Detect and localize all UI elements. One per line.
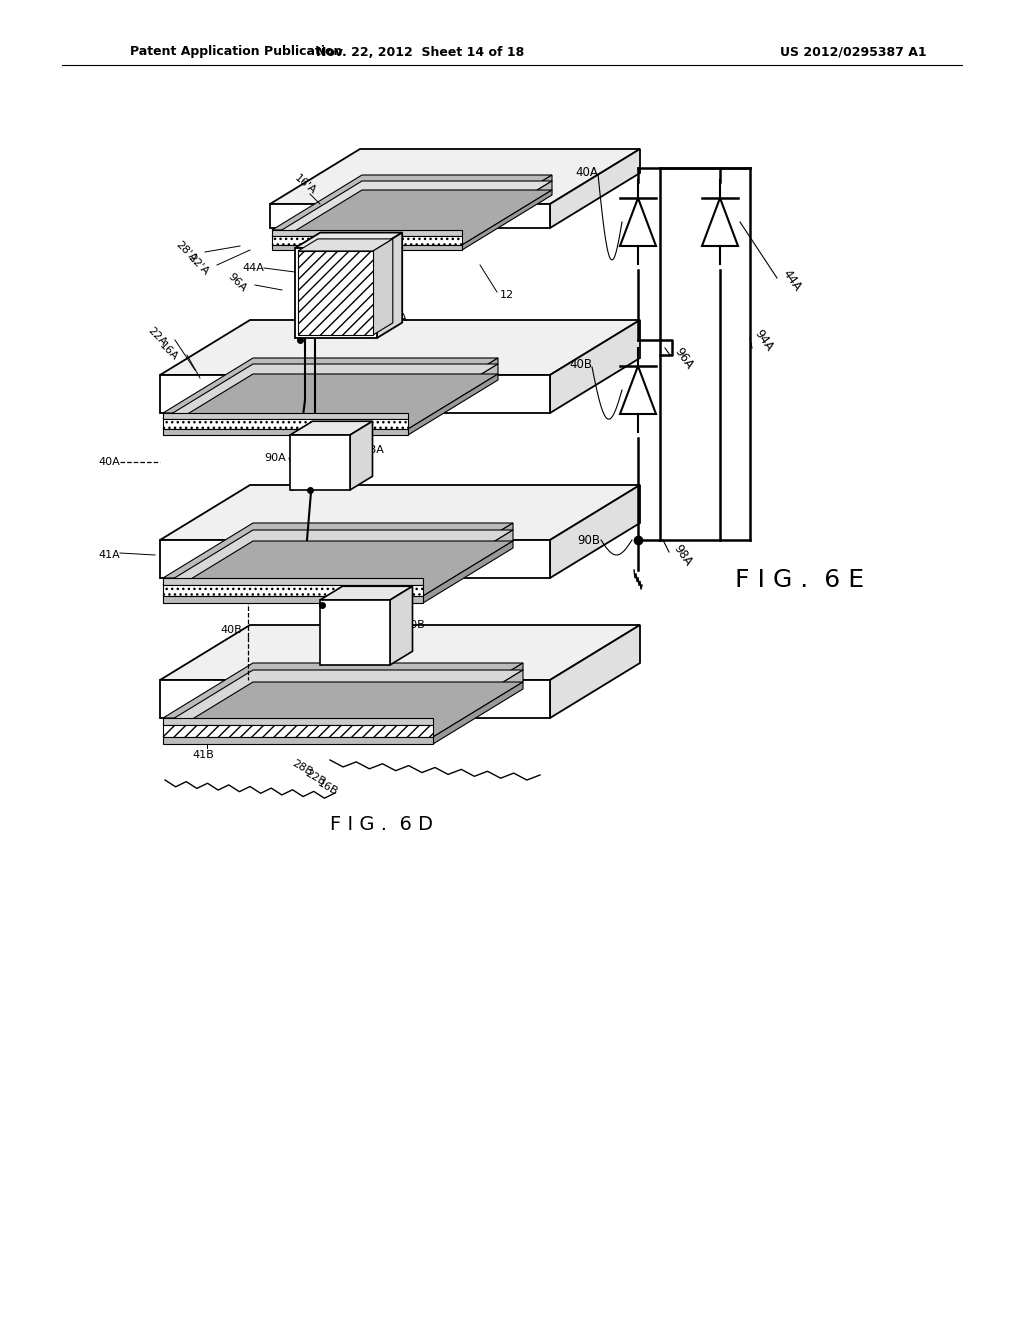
Polygon shape — [163, 578, 423, 585]
Polygon shape — [163, 585, 423, 597]
Text: 16A: 16A — [158, 341, 180, 363]
Polygon shape — [163, 374, 498, 429]
Polygon shape — [163, 413, 408, 418]
Text: 28B: 28B — [290, 758, 314, 777]
Polygon shape — [163, 737, 433, 744]
Polygon shape — [163, 597, 423, 603]
Text: 94A: 94A — [385, 313, 407, 323]
Text: 12: 12 — [500, 290, 514, 300]
Polygon shape — [160, 624, 640, 680]
Polygon shape — [272, 181, 552, 236]
Polygon shape — [295, 232, 402, 248]
Text: Nov. 22, 2012  Sheet 14 of 18: Nov. 22, 2012 Sheet 14 of 18 — [315, 45, 524, 58]
Polygon shape — [390, 586, 413, 665]
Text: 16'A: 16'A — [292, 173, 317, 197]
Text: 40B: 40B — [220, 624, 242, 635]
Polygon shape — [408, 364, 498, 429]
Polygon shape — [462, 181, 552, 246]
Polygon shape — [163, 682, 523, 737]
Text: 90B: 90B — [577, 533, 600, 546]
Polygon shape — [270, 205, 550, 228]
Text: 22'A: 22'A — [185, 252, 210, 277]
Text: 96A: 96A — [672, 345, 696, 371]
Polygon shape — [433, 671, 523, 737]
Polygon shape — [462, 190, 552, 249]
Polygon shape — [163, 523, 513, 578]
Polygon shape — [272, 246, 462, 249]
Text: 90B: 90B — [403, 620, 425, 630]
Polygon shape — [163, 429, 408, 436]
Polygon shape — [295, 248, 377, 338]
Polygon shape — [550, 149, 640, 228]
Polygon shape — [160, 319, 640, 375]
Polygon shape — [272, 236, 462, 246]
Polygon shape — [298, 251, 373, 335]
Polygon shape — [319, 586, 413, 601]
Text: 16B: 16B — [316, 779, 340, 797]
Polygon shape — [163, 663, 523, 718]
Polygon shape — [160, 680, 550, 718]
Polygon shape — [290, 421, 373, 436]
Polygon shape — [408, 374, 498, 436]
Text: 44A: 44A — [780, 267, 804, 293]
Polygon shape — [163, 718, 433, 725]
Polygon shape — [163, 364, 498, 418]
Polygon shape — [163, 725, 433, 737]
Polygon shape — [163, 358, 498, 413]
Text: 22B: 22B — [303, 768, 327, 788]
Text: 98A: 98A — [671, 543, 694, 568]
Polygon shape — [620, 198, 656, 246]
Text: Patent Application Publication: Patent Application Publication — [130, 45, 342, 58]
Text: 28'A: 28'A — [173, 240, 198, 264]
Polygon shape — [163, 541, 513, 597]
Text: US 2012/0295387 A1: US 2012/0295387 A1 — [780, 45, 927, 58]
Polygon shape — [272, 190, 552, 246]
Polygon shape — [350, 421, 373, 490]
Polygon shape — [163, 671, 523, 725]
Polygon shape — [550, 484, 640, 578]
Polygon shape — [550, 624, 640, 718]
Polygon shape — [702, 198, 738, 246]
Text: 40B: 40B — [569, 359, 592, 371]
Polygon shape — [462, 176, 552, 236]
Polygon shape — [377, 232, 402, 338]
Text: F I G .  6 D: F I G . 6 D — [331, 814, 433, 833]
Text: 41A: 41A — [98, 550, 120, 560]
Polygon shape — [160, 484, 640, 540]
Polygon shape — [433, 663, 523, 725]
Polygon shape — [423, 541, 513, 603]
Text: F I G .  6 E: F I G . 6 E — [735, 568, 864, 591]
Polygon shape — [423, 523, 513, 585]
Text: 90A: 90A — [264, 453, 286, 463]
Text: 41B: 41B — [193, 750, 214, 760]
Polygon shape — [408, 358, 498, 418]
Polygon shape — [373, 239, 393, 335]
Polygon shape — [272, 176, 552, 230]
Text: 44A: 44A — [242, 263, 264, 273]
Polygon shape — [272, 230, 462, 236]
Polygon shape — [433, 682, 523, 744]
Polygon shape — [620, 366, 656, 414]
Text: 22A: 22A — [145, 326, 168, 348]
Polygon shape — [160, 375, 550, 413]
Polygon shape — [550, 319, 640, 413]
Text: 98A: 98A — [362, 445, 384, 455]
Polygon shape — [290, 436, 350, 490]
Polygon shape — [270, 149, 640, 205]
Polygon shape — [163, 531, 513, 585]
Text: 94A: 94A — [752, 327, 776, 354]
Polygon shape — [423, 531, 513, 597]
Polygon shape — [298, 239, 393, 251]
Polygon shape — [319, 601, 390, 665]
Text: 40A: 40A — [575, 165, 598, 178]
Polygon shape — [163, 418, 408, 429]
Polygon shape — [160, 540, 550, 578]
Text: 96A: 96A — [225, 272, 248, 294]
Text: 40A: 40A — [98, 457, 120, 467]
